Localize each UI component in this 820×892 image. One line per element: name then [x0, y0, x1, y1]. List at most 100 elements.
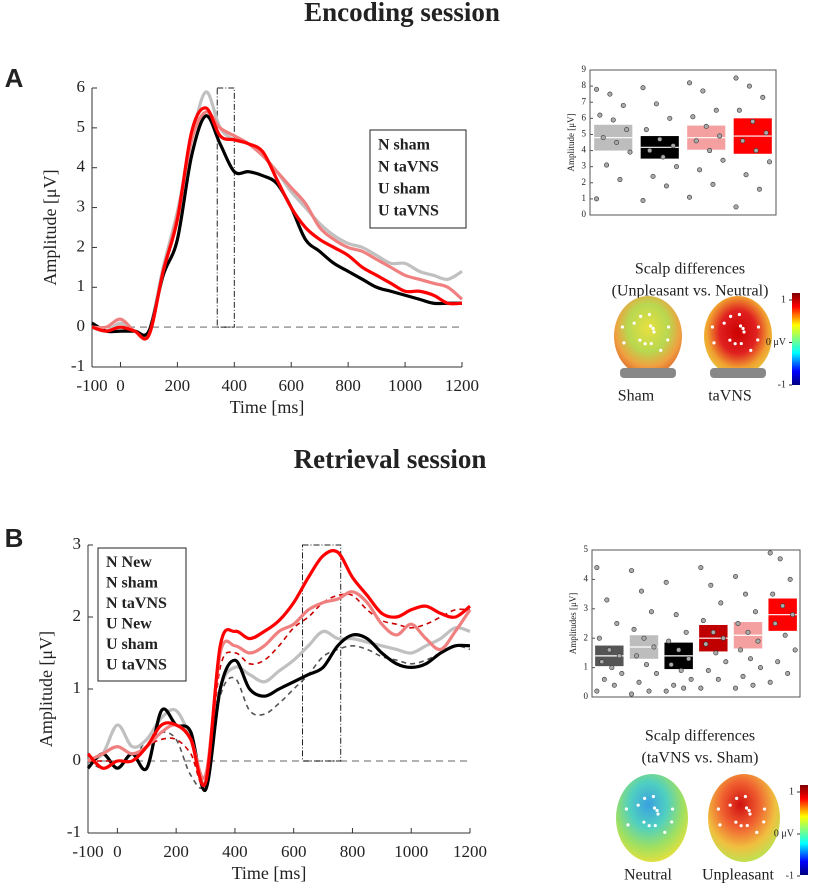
- data-point: [611, 682, 617, 688]
- data-point: [755, 638, 761, 644]
- colorbar-tick-label: 0 μV: [774, 828, 795, 839]
- y-tick-label: 0: [77, 316, 86, 335]
- data-point: [641, 635, 647, 641]
- section-title: Retrieval session: [294, 444, 487, 474]
- data-point: [667, 115, 673, 121]
- plot-frame: [589, 69, 777, 216]
- data-point: [747, 656, 753, 662]
- y-tick-label: -1: [71, 356, 85, 375]
- electrode: [643, 342, 647, 346]
- y-tick-label: 1: [73, 678, 82, 697]
- data-point: [693, 138, 699, 144]
- data-point: [607, 91, 613, 97]
- electrode: [656, 812, 660, 816]
- erp-line: [86, 549, 472, 788]
- scalp-head: [704, 296, 772, 378]
- data-point: [653, 101, 659, 107]
- scalp-head: [616, 774, 688, 862]
- y-tick-label: 0: [584, 691, 589, 701]
- electrode: [670, 820, 674, 824]
- data-point: [594, 86, 600, 92]
- section-title: Encoding session: [304, 0, 500, 27]
- data-point: [666, 638, 672, 644]
- data-point: [700, 618, 706, 624]
- data-point: [738, 647, 744, 653]
- data-point: [777, 556, 783, 562]
- data-point: [643, 662, 649, 668]
- data-point: [601, 676, 607, 682]
- scalp-label: Unpleasant: [702, 867, 775, 884]
- electrode: [762, 820, 766, 824]
- data-point: [772, 620, 778, 626]
- data-point: [609, 665, 615, 671]
- data-point: [646, 688, 652, 694]
- electrode: [666, 338, 670, 342]
- data-point: [740, 673, 746, 679]
- y-tick-label: 3: [584, 603, 589, 613]
- data-point: [743, 172, 749, 178]
- data-point: [697, 167, 703, 173]
- data-point: [614, 620, 620, 626]
- data-point: [594, 688, 600, 694]
- y-tick-label: 0: [73, 750, 82, 769]
- y-tick-label: 0: [582, 209, 587, 219]
- data-point: [718, 600, 724, 606]
- data-point: [668, 662, 674, 668]
- y-axis-label: Amplitudes [μV]: [568, 593, 578, 655]
- data-point: [698, 685, 704, 691]
- y-axis-label: Amplitude [μV]: [36, 631, 56, 747]
- electrode: [651, 794, 655, 799]
- legend-label: N New: [106, 554, 152, 571]
- data-point: [620, 102, 626, 108]
- y-tick-label: -1: [67, 822, 81, 841]
- data-point: [624, 127, 630, 133]
- scalp-title: Scalp differences: [645, 728, 755, 745]
- data-point: [717, 133, 723, 139]
- data-point: [687, 80, 693, 86]
- x-axis-label: Time [ms]: [230, 397, 305, 417]
- electrode: [648, 324, 653, 328]
- data-point: [736, 107, 742, 113]
- data-point: [733, 685, 739, 691]
- data-point: [787, 576, 793, 582]
- x-tick-label: 600: [281, 842, 307, 861]
- legend-label: U sham: [106, 636, 159, 653]
- data-point: [710, 629, 716, 635]
- electrode: [737, 312, 741, 317]
- legend-label: N taVNS: [106, 595, 167, 612]
- electrode: [718, 823, 722, 827]
- data-point: [663, 183, 669, 189]
- data-point: [767, 550, 773, 556]
- panel-letter: B: [5, 523, 24, 553]
- x-axis-label: Time [ms]: [232, 863, 307, 883]
- electrode: [632, 321, 636, 325]
- legend-label: N taVNS: [378, 159, 439, 176]
- electrode: [663, 830, 667, 834]
- electrode: [722, 321, 726, 325]
- electrode: [652, 806, 657, 810]
- data-point: [673, 164, 679, 170]
- data-point: [681, 685, 687, 691]
- x-tick-label: 200: [163, 842, 189, 861]
- y-tick-label: 6: [582, 112, 587, 122]
- electrode: [745, 823, 749, 828]
- data-point: [750, 682, 756, 688]
- electrode: [624, 807, 628, 811]
- data-point: [770, 591, 776, 597]
- x-tick-label: 400: [222, 842, 248, 861]
- erp-line: [87, 625, 471, 786]
- data-point: [743, 591, 749, 597]
- electrode: [729, 314, 733, 318]
- data-point: [745, 629, 751, 635]
- data-point: [663, 688, 669, 694]
- data-point: [594, 196, 600, 202]
- data-point: [619, 670, 625, 676]
- data-point: [600, 135, 606, 141]
- x-tick-label: 1200: [445, 376, 479, 395]
- electrode: [762, 807, 767, 811]
- data-point: [597, 112, 603, 118]
- electrode: [728, 803, 732, 807]
- erp-line: [91, 106, 463, 341]
- data-point: [629, 568, 635, 574]
- data-point: [627, 149, 633, 155]
